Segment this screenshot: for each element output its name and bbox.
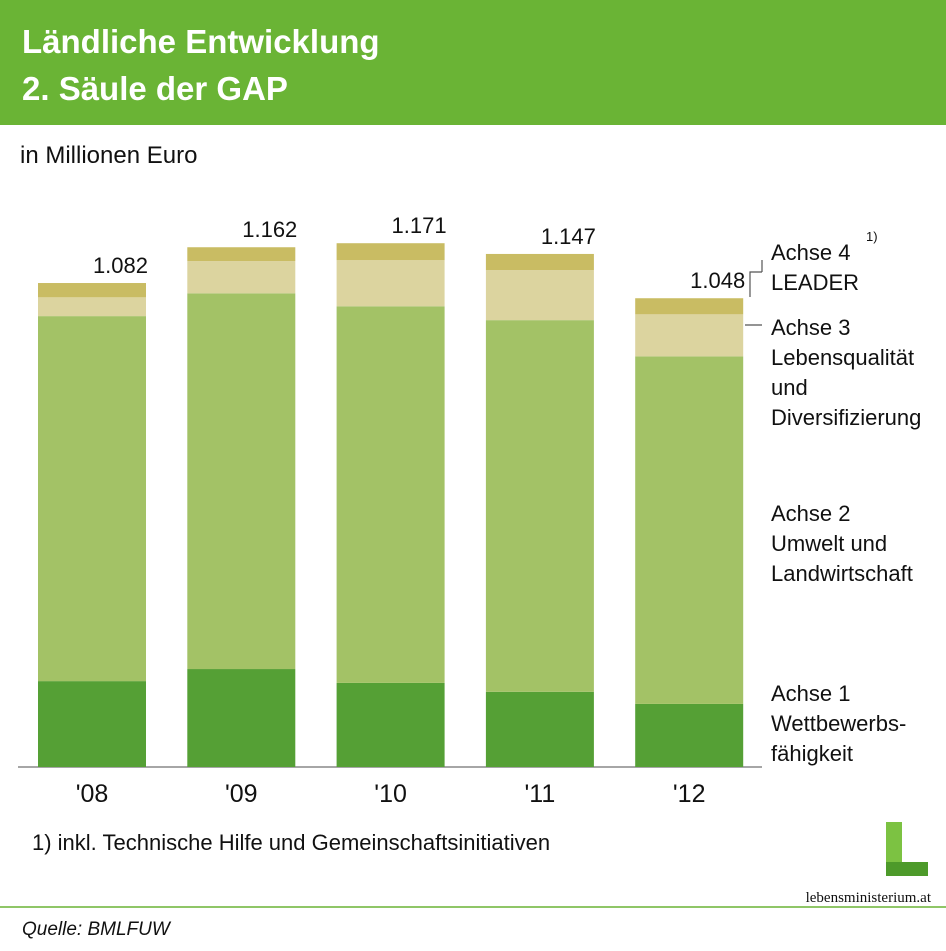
bar-segment: [187, 669, 296, 767]
total-label: 1.171: [392, 213, 447, 238]
bar-segment: [336, 682, 445, 767]
bar-segment: [635, 703, 744, 767]
bar-segment: [187, 261, 296, 294]
total-label: 1.147: [541, 224, 596, 249]
legend-label: Achse 3: [771, 315, 851, 340]
title-bar: [0, 0, 946, 125]
legend-label: fähigkeit: [771, 741, 853, 766]
bar-segment: [635, 314, 744, 357]
bar-segment: [635, 356, 744, 704]
x-tick-label: '12: [673, 780, 706, 808]
bar-segment: [635, 298, 744, 315]
legend-label: und: [771, 375, 808, 400]
chart-title: 2. Säule der GAP: [22, 70, 288, 107]
legend-label: Landwirtschaft: [771, 561, 913, 586]
footnote: 1) inkl. Technische Hilfe und Gemeinscha…: [32, 830, 550, 855]
logo-text: lebensministerium.at: [806, 890, 932, 906]
source: Quelle: BMLFUW: [22, 919, 172, 940]
total-label: 1.082: [93, 253, 148, 278]
bar-segment: [38, 297, 146, 317]
x-tick-label: '09: [225, 780, 258, 808]
bar-segment: [336, 260, 445, 307]
legend-label: Achse 1: [771, 681, 851, 706]
legend-label: Umwelt und: [771, 531, 887, 556]
legend-label: Lebensqualität: [771, 345, 914, 370]
total-label: 1.162: [242, 217, 297, 242]
bar-segment: [336, 243, 445, 261]
x-tick-label: '10: [374, 780, 407, 808]
legend-label: Diversifizierung: [771, 405, 921, 430]
total-label: 1.048: [690, 268, 745, 293]
legend-label: Achse 4: [771, 240, 851, 265]
bar-segment: [485, 320, 594, 692]
bar-segment: [485, 691, 594, 767]
bar-segment: [187, 293, 296, 670]
chart-title: Ländliche Entwicklung: [22, 23, 380, 60]
legend-label: LEADER: [771, 270, 859, 295]
bar-segment: [38, 316, 146, 682]
bar-segment: [336, 306, 445, 683]
bar-segment: [187, 247, 296, 262]
x-tick-label: '11: [525, 780, 556, 808]
logo: lebensministerium.at: [806, 822, 932, 906]
x-tick-label: '08: [76, 780, 109, 808]
bar-segment: [38, 283, 146, 298]
subtitle: in Millionen Euro: [20, 142, 197, 169]
note-marker: 1): [866, 229, 878, 244]
legend-label: Achse 2: [771, 501, 851, 526]
bar-segment: [38, 681, 146, 767]
legend-label: Wettbewerbs-: [771, 711, 906, 736]
legend-bracket: [745, 260, 763, 326]
bar-segment: [485, 253, 594, 271]
bar-segment: [485, 270, 594, 321]
